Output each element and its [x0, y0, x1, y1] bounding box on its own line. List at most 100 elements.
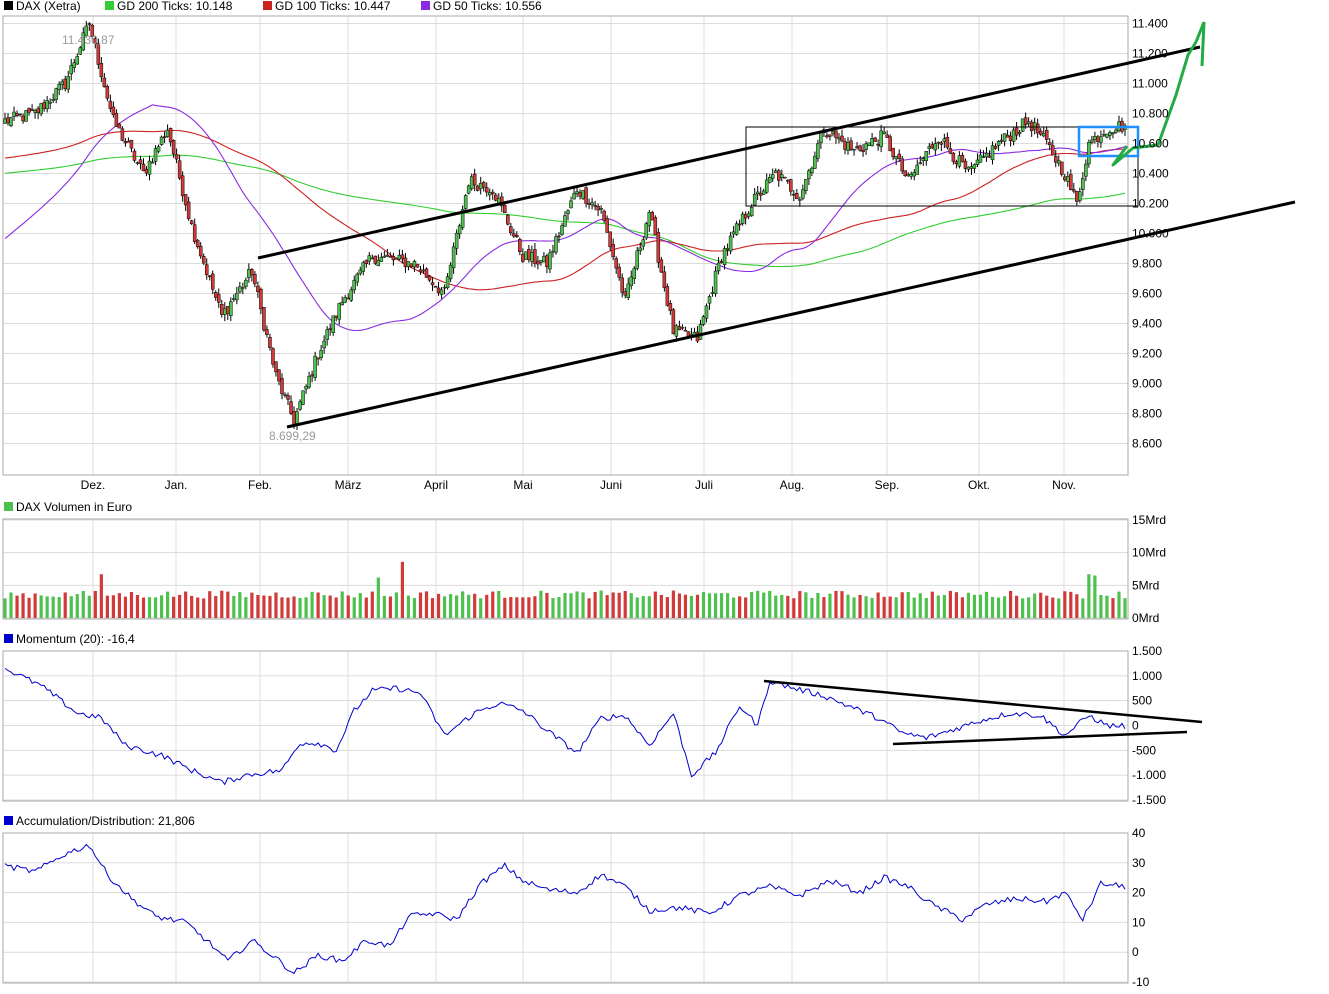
volume-bar [966, 592, 971, 618]
volume-bar [1093, 575, 1097, 618]
volume-bar [141, 597, 146, 618]
legend-label-gd100: GD 100 Ticks: 10.447 [275, 0, 391, 13]
candle-down [668, 303, 673, 311]
volume-bar [1027, 597, 1031, 618]
volume-bar [1117, 591, 1121, 618]
volume-bar [81, 590, 85, 618]
candle-down [903, 170, 907, 176]
candle-down [665, 286, 670, 306]
candle-down [900, 158, 904, 172]
legend-swatch-momentum [4, 634, 13, 643]
candle-up [150, 161, 155, 164]
candle-down [494, 194, 498, 201]
price-candles [3, 20, 1127, 431]
volume-bar [129, 591, 134, 618]
candle-up [731, 231, 736, 235]
candle-up [996, 140, 1001, 146]
candle-up [153, 148, 158, 162]
candle-down [1047, 142, 1052, 146]
candle-up [24, 110, 28, 122]
candle-down [1072, 189, 1076, 192]
candle-down [999, 139, 1004, 142]
volume-bar [599, 590, 603, 618]
price-tick-label: 10.200 [1132, 197, 1169, 211]
candle-down [602, 210, 606, 221]
candle-down [30, 109, 34, 111]
candle-down [993, 146, 998, 149]
candle-up [1020, 118, 1025, 132]
candle-up [906, 174, 910, 177]
candle-down [873, 137, 877, 142]
candle-down [527, 249, 531, 261]
legend-swatch-dax [4, 1, 13, 10]
candle-down [292, 411, 296, 426]
candle-up [599, 208, 603, 210]
candle-down [951, 152, 956, 162]
volume-bar [430, 598, 435, 618]
candle-up [1078, 191, 1082, 201]
volume-bar [545, 592, 549, 618]
candle-up [524, 251, 528, 260]
candle-down [620, 277, 624, 293]
volume-bar [984, 591, 989, 618]
candle-down [1035, 123, 1040, 134]
candle-down [123, 140, 128, 144]
candle-up [755, 191, 760, 195]
volume-bar [876, 592, 880, 618]
candle-down [415, 263, 420, 268]
price-y-axis: 11.600 11.400 11.200 11.000 10.800 10.600 10.4… [1132, 0, 1169, 451]
ad-tick-label: 0 [1132, 945, 1139, 959]
candle-down [1005, 134, 1010, 138]
candle-up [81, 32, 86, 51]
volume-bar [954, 592, 958, 618]
candle-up [972, 164, 977, 169]
candle-up [406, 261, 411, 268]
candle-down [87, 23, 92, 25]
candle-down [584, 187, 588, 204]
volume-tick-label: 5Mrd [1132, 578, 1159, 592]
candle-down [849, 140, 853, 150]
low-label: 8.699,29 [269, 429, 316, 443]
candle-up [590, 202, 594, 206]
volume-bar [491, 591, 495, 618]
candle-up [361, 262, 366, 272]
volume-bar [479, 598, 483, 618]
candle-up [1026, 121, 1031, 124]
volume-bar [304, 597, 308, 618]
momentum-y-axis: 1.500 1.000 500 0 -500 -1.000 -1.500 [1132, 644, 1166, 807]
candle-up [1105, 133, 1109, 138]
volume-bar [322, 595, 326, 618]
candle-up [1057, 160, 1061, 164]
volume-bar [822, 597, 826, 618]
candle-up [837, 137, 841, 140]
candle-down [286, 395, 290, 400]
volume-bar [244, 597, 248, 618]
volume-bar [364, 597, 368, 618]
candle-down [214, 291, 218, 298]
candle-down [409, 263, 414, 268]
candle-down [370, 257, 375, 260]
volume-bar [864, 596, 868, 618]
price-tick-label: 11.200 [1132, 47, 1168, 61]
volume-bar [165, 591, 170, 618]
volume-bar [455, 595, 459, 618]
candle-up [882, 131, 886, 134]
candle-down [391, 256, 396, 261]
candle-up [894, 155, 898, 160]
price-tick-label: 11.600 [1132, 0, 1168, 1]
price-tick-label: 9.800 [1132, 257, 1162, 271]
candle-up [1102, 133, 1106, 136]
candle-down [373, 255, 378, 264]
volume-bar [924, 598, 928, 618]
ad-panel: Accumulation/Distribution: 21,806 40 30 20… [2, 814, 1150, 989]
month-axis: Dez. Jan. Feb. März April Mai Juni Juli Aug. Sep.… [81, 478, 1076, 492]
candle-down [876, 144, 880, 146]
candle-up [641, 239, 646, 247]
candle-up [710, 292, 715, 295]
volume-bar [1033, 593, 1037, 618]
candle-up [638, 247, 643, 251]
volume-bar [292, 596, 296, 618]
candle-up [1081, 177, 1085, 190]
candle-up [376, 260, 381, 267]
candle-down [36, 108, 40, 113]
